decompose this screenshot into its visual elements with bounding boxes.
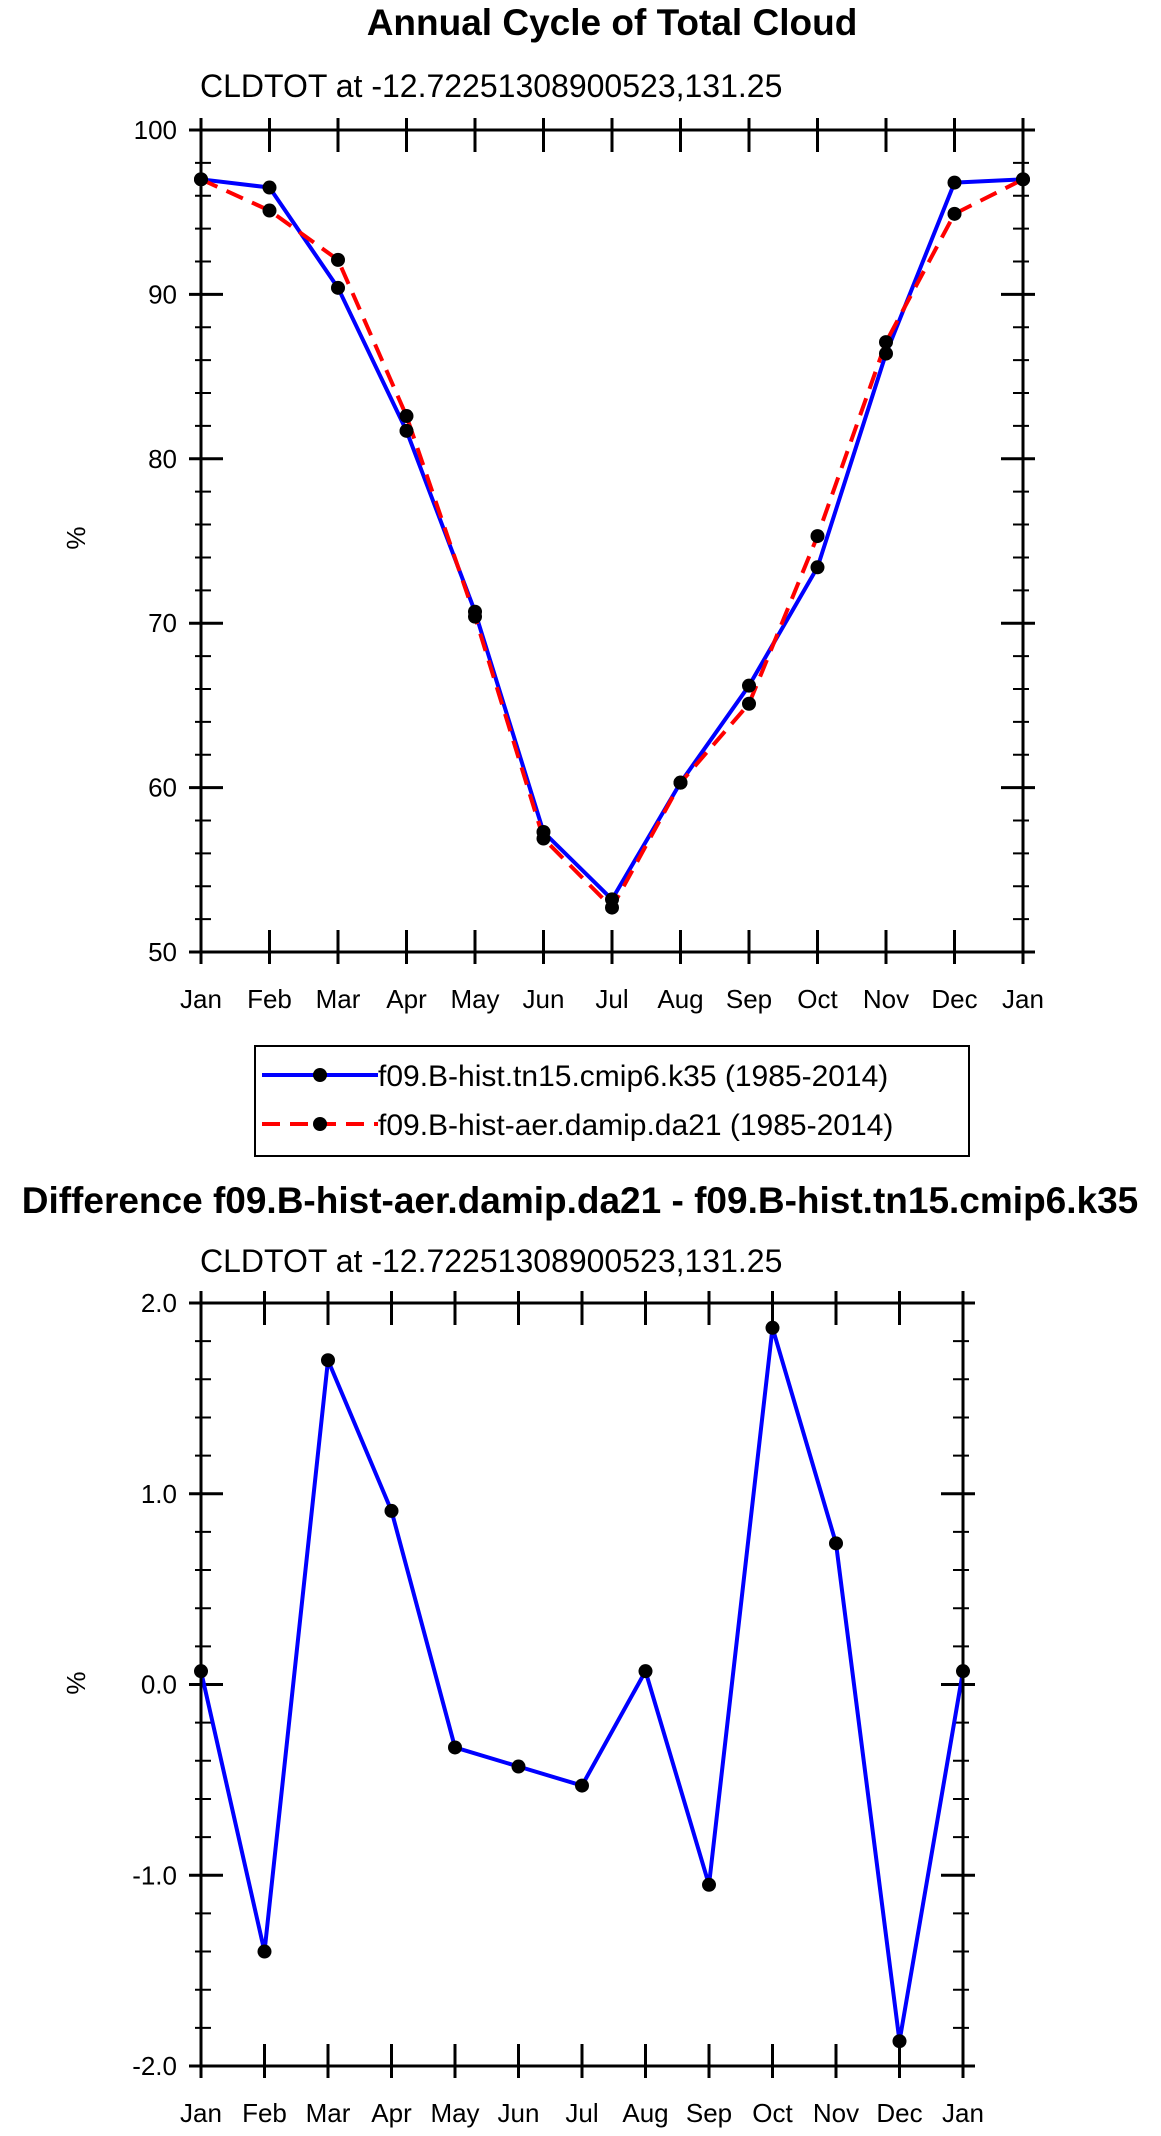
- x-tick-label: Apr: [371, 2098, 412, 2128]
- data-point-s1: [448, 1740, 462, 1755]
- data-point-s2: [742, 696, 756, 711]
- x-tick-label: Jul: [595, 984, 628, 1014]
- difference-chart: Difference f09.B-hist-aer.damip.da21 - f…: [22, 1180, 1139, 2128]
- x-tick-label: Jan: [180, 984, 222, 1014]
- x-tick-label: Jan: [180, 2098, 222, 2128]
- x-tick-label: Jun: [523, 984, 565, 1014]
- series-line-1: [199, 1325, 965, 2044]
- data-point-s2: [331, 252, 345, 267]
- chart1-frame: [199, 128, 1025, 954]
- x-tick-label: Jul: [565, 2098, 598, 2128]
- x-tick-label: Jun: [498, 2098, 540, 2128]
- x-tick-label: Oct: [797, 984, 838, 1014]
- data-point-s1: [765, 1320, 780, 1335]
- chart2-subtitle: CLDTOT at -12.72251308900523,131.25: [200, 1243, 782, 1279]
- data-point-s2: [605, 900, 619, 915]
- data-point-s2: [673, 775, 688, 790]
- x-tick-label: Feb: [247, 984, 292, 1014]
- legend-box: [254, 1045, 970, 1157]
- chart2-y-axis-label: %: [61, 1671, 91, 1694]
- data-point-s2: [262, 203, 277, 218]
- x-tick-label: Dec: [876, 2098, 922, 2128]
- y-tick-label: 90: [148, 279, 177, 309]
- data-point-s1: [321, 1353, 335, 1368]
- legend-series2-marker: [313, 1117, 327, 1131]
- x-tick-label: Aug: [622, 2098, 668, 2128]
- data-point-s1: [810, 560, 825, 575]
- data-point-s1: [384, 1503, 399, 1518]
- annual-cycle-chart: Annual Cycle of Total Cloud CLDTOT at -1…: [61, 2, 1044, 1157]
- chart2-plot-area: -2.0 -1.0 0.0 1.0 2.0 Jan Feb Mar Apr May Jun Jul A…: [132, 1288, 984, 2128]
- data-point-s2: [468, 609, 482, 624]
- data-point-s1: [702, 1877, 716, 1892]
- data-point-s1: [892, 2034, 907, 2049]
- data-point-s1: [638, 1664, 653, 1679]
- y-tick-label: 1.0: [141, 1479, 177, 1509]
- y-tick-label: 80: [148, 444, 177, 474]
- data-point-s1: [575, 1778, 589, 1793]
- series-line-1: [200, 177, 1024, 902]
- y-tick-label: 100: [134, 115, 177, 145]
- data-point-s1: [262, 180, 277, 195]
- series-line-2: [200, 177, 1024, 910]
- data-point-s1: [947, 175, 962, 190]
- chart2-frame: [199, 1301, 965, 2068]
- data-point-s1: [399, 423, 414, 438]
- chart2-title: Difference f09.B-hist-aer.damip.da21 - f…: [22, 1180, 1139, 1221]
- x-tick-label: May: [450, 984, 499, 1014]
- data-point-s1: [829, 1536, 843, 1551]
- x-tick-label: Feb: [242, 2098, 287, 2128]
- chart1-y-axis-label: %: [61, 526, 91, 549]
- data-point-s2: [879, 335, 893, 350]
- data-point-s1: [742, 678, 756, 693]
- x-tick-label: Dec: [931, 984, 977, 1014]
- x-tick-label: Nov: [813, 2098, 859, 2128]
- x-tick-label: Apr: [386, 984, 427, 1014]
- legend-series1-label: f09.B-hist.tn15.cmip6.k35 (1985-2014): [378, 1060, 888, 1093]
- x-tick-label: Mar: [306, 2098, 351, 2128]
- x-tick-label: Mar: [316, 984, 361, 1014]
- y-tick-label: 2.0: [141, 1288, 177, 1318]
- chart1-subtitle: CLDTOT at -12.72251308900523,131.25: [200, 68, 782, 104]
- x-tick-label: May: [430, 2098, 479, 2128]
- data-point-s1: [257, 1944, 272, 1959]
- legend-series1-marker: [313, 1068, 327, 1082]
- chart1-legend: f09.B-hist.tn15.cmip6.k35 (1985-2014) f0…: [254, 1045, 970, 1157]
- data-point-s2: [399, 409, 414, 424]
- y-tick-label: 70: [148, 608, 177, 638]
- y-tick-label: 60: [148, 773, 177, 803]
- y-tick-label: -1.0: [132, 1860, 177, 1890]
- x-tick-label: Aug: [657, 984, 703, 1014]
- x-tick-label: Nov: [863, 984, 909, 1014]
- legend-series2-label: f09.B-hist-aer.damip.da21 (1985-2014): [378, 1109, 893, 1142]
- y-tick-label: -2.0: [132, 2051, 177, 2081]
- x-tick-label: Oct: [752, 2098, 793, 2128]
- data-point-s1: [331, 280, 345, 295]
- data-point-s1: [879, 346, 893, 361]
- chart1-plot-area: 50 60 70 80 90 100 Jan Feb Mar Apr May Jun Jul Aug Se…: [134, 115, 1044, 1014]
- x-tick-label: Jan: [942, 2098, 984, 2128]
- data-point-s1: [511, 1759, 526, 1774]
- data-point-s2: [947, 206, 962, 221]
- data-point-s2: [810, 529, 825, 544]
- chart1-title: Annual Cycle of Total Cloud: [367, 2, 858, 43]
- data-point-s2: [536, 831, 551, 846]
- x-tick-label: Jan: [1002, 984, 1044, 1014]
- x-tick-label: Sep: [686, 2098, 732, 2128]
- y-tick-label: 50: [148, 937, 177, 967]
- y-tick-label: 0.0: [141, 1670, 177, 1700]
- x-tick-label: Sep: [726, 984, 772, 1014]
